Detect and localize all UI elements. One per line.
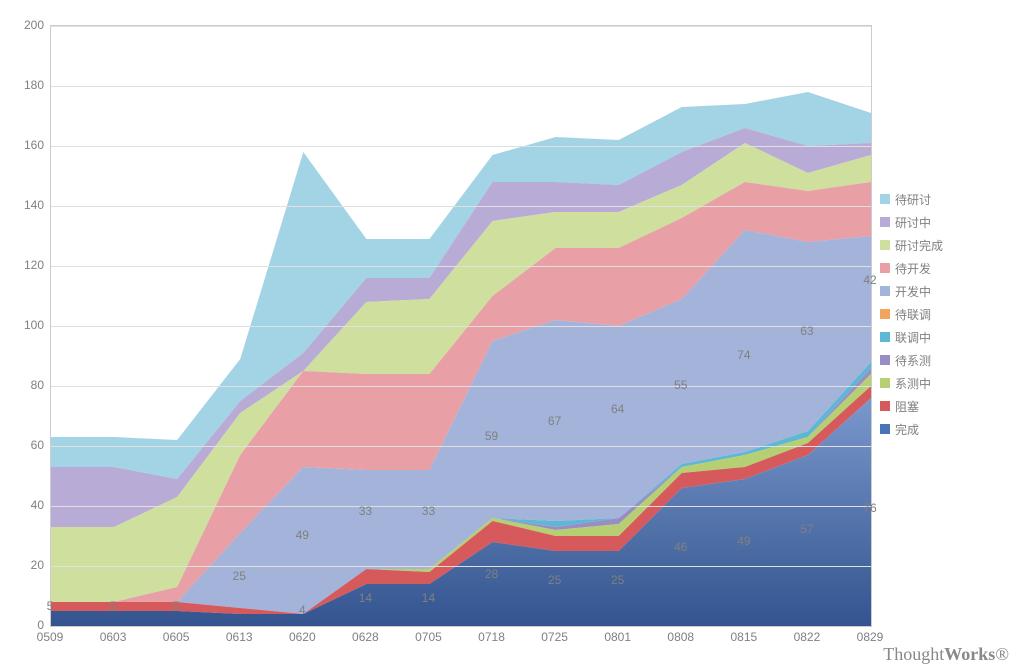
gridline xyxy=(51,146,871,147)
legend-item: 系测中 xyxy=(880,374,943,392)
data-label: 59 xyxy=(485,429,498,443)
gridline xyxy=(51,566,871,567)
y-tick-label: 120 xyxy=(4,258,44,272)
logo-bold: Works xyxy=(944,644,995,664)
x-tick-label: 0822 xyxy=(794,630,821,644)
legend-item: 研讨中 xyxy=(880,213,943,231)
legend-item: 待研讨 xyxy=(880,190,943,208)
y-tick-label: 200 xyxy=(4,18,44,32)
y-tick-label: 180 xyxy=(4,78,44,92)
legend-swatch xyxy=(880,424,890,434)
gridline xyxy=(51,266,871,267)
legend-label: 待联调 xyxy=(895,306,931,323)
legend-swatch xyxy=(880,332,890,342)
data-label: 33 xyxy=(359,504,372,518)
data-label: 5 xyxy=(47,599,54,613)
data-label: 25 xyxy=(611,573,624,587)
data-label: 4 xyxy=(299,603,306,617)
data-label: 46 xyxy=(674,540,687,554)
data-label: 76 xyxy=(863,501,876,515)
legend-swatch xyxy=(880,355,890,365)
legend-swatch xyxy=(880,194,890,204)
legend-label: 研讨中 xyxy=(895,214,931,231)
legend-label: 阻塞 xyxy=(895,398,919,415)
legend-swatch xyxy=(880,401,890,411)
legend-swatch xyxy=(880,378,890,388)
data-label: 64 xyxy=(611,402,624,416)
legend-item: 待系测 xyxy=(880,351,943,369)
legend-item: 开发中 xyxy=(880,282,943,300)
legend: 待研讨研讨中研讨完成待开发开发中待联调联调中待系测系测中阻塞完成 xyxy=(880,190,943,443)
legend-label: 研讨完成 xyxy=(895,237,943,254)
gridline xyxy=(51,26,871,27)
x-tick-label: 0613 xyxy=(226,630,253,644)
data-label: 49 xyxy=(296,528,309,542)
legend-item: 待联调 xyxy=(880,305,943,323)
legend-item: 完成 xyxy=(880,420,943,438)
legend-label: 待研讨 xyxy=(895,191,931,208)
x-tick-label: 0620 xyxy=(289,630,316,644)
legend-item: 研讨完成 xyxy=(880,236,943,254)
data-label: 74 xyxy=(737,348,750,362)
logo-suffix: ® xyxy=(995,644,1009,664)
legend-label: 开发中 xyxy=(895,283,931,300)
legend-item: 待开发 xyxy=(880,259,943,277)
y-tick-label: 160 xyxy=(4,138,44,152)
data-label: 28 xyxy=(485,567,498,581)
gridline xyxy=(51,326,871,327)
data-label: 25 xyxy=(548,573,561,587)
legend-label: 待系测 xyxy=(895,352,931,369)
y-tick-label: 100 xyxy=(4,318,44,332)
legend-label: 完成 xyxy=(895,421,919,438)
gridline xyxy=(51,206,871,207)
legend-label: 待开发 xyxy=(895,260,931,277)
x-tick-label: 0603 xyxy=(100,630,127,644)
gridline xyxy=(51,506,871,507)
data-label: 55 xyxy=(674,378,687,392)
x-tick-label: 0815 xyxy=(730,630,757,644)
x-tick-label: 0628 xyxy=(352,630,379,644)
x-tick-label: 0725 xyxy=(541,630,568,644)
gridline xyxy=(51,386,871,387)
y-tick-label: 60 xyxy=(4,438,44,452)
legend-label: 联调中 xyxy=(895,329,931,346)
x-tick-label: 0718 xyxy=(478,630,505,644)
data-label: 63 xyxy=(800,324,813,338)
legend-swatch xyxy=(880,240,890,250)
x-tick-label: 0808 xyxy=(667,630,694,644)
legend-swatch xyxy=(880,309,890,319)
thoughtworks-logo: ThoughtWorks® xyxy=(883,644,1009,665)
x-tick-label: 0605 xyxy=(163,630,190,644)
data-label: 42 xyxy=(863,273,876,287)
data-label: 5 xyxy=(110,599,117,613)
y-tick-label: 140 xyxy=(4,198,44,212)
data-label: 49 xyxy=(737,534,750,548)
x-tick-label: 0801 xyxy=(604,630,631,644)
gridline xyxy=(51,446,871,447)
legend-item: 阻塞 xyxy=(880,397,943,415)
data-label: 25 xyxy=(233,569,246,583)
y-tick-label: 80 xyxy=(4,378,44,392)
legend-swatch xyxy=(880,263,890,273)
data-label: 67 xyxy=(548,414,561,428)
legend-item: 联调中 xyxy=(880,328,943,346)
y-tick-label: 20 xyxy=(4,558,44,572)
stacked-area-chart: 待研讨研讨中研讨完成待开发开发中待联调联调中待系测系测中阻塞完成 Thought… xyxy=(0,0,1024,670)
y-tick-label: 40 xyxy=(4,498,44,512)
data-label: 14 xyxy=(359,591,372,605)
legend-swatch xyxy=(880,286,890,296)
legend-swatch xyxy=(880,217,890,227)
legend-label: 系测中 xyxy=(895,375,931,392)
data-label: 14 xyxy=(422,591,435,605)
x-tick-label: 0509 xyxy=(37,630,64,644)
data-label: 33 xyxy=(422,504,435,518)
gridline xyxy=(51,86,871,87)
logo-pre: Thought xyxy=(883,644,944,664)
x-tick-label: 0705 xyxy=(415,630,442,644)
data-label: 57 xyxy=(800,522,813,536)
data-label: 5 xyxy=(173,599,180,613)
x-tick-label: 0829 xyxy=(857,630,884,644)
